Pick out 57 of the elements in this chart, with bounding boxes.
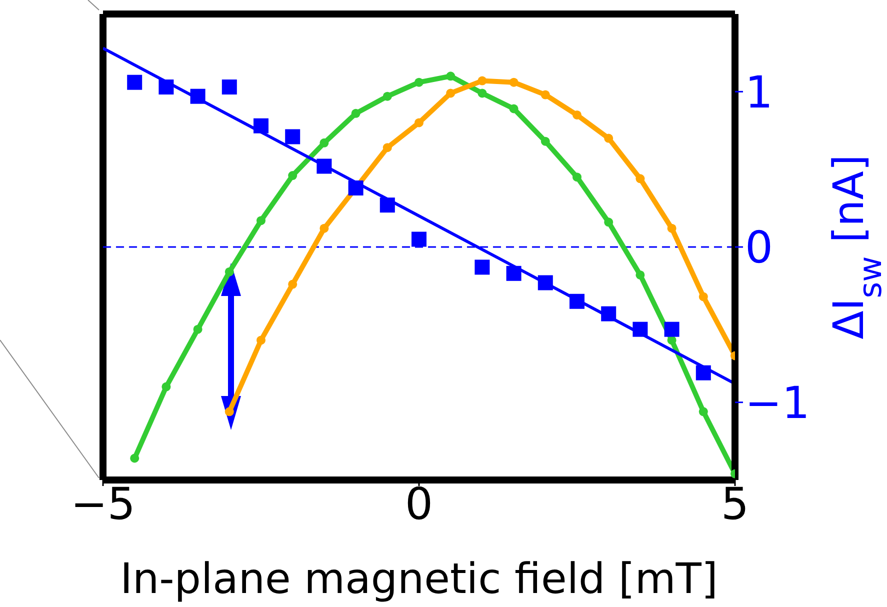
point: [572, 110, 582, 120]
x-tick-label: 0: [405, 479, 433, 530]
point: [570, 294, 584, 309]
point: [478, 76, 487, 86]
point: [696, 365, 711, 380]
point: [540, 136, 550, 146]
point: [348, 180, 364, 196]
point: [667, 224, 676, 233]
point: [509, 104, 518, 114]
point: [320, 138, 329, 148]
y2-tick-label: 0: [745, 222, 773, 274]
point: [414, 118, 424, 128]
point: [604, 134, 614, 143]
point: [222, 80, 237, 95]
point: [474, 260, 490, 275]
point: [285, 129, 300, 144]
point: [601, 306, 616, 322]
point: [193, 324, 202, 334]
point: [509, 78, 518, 87]
x-axis-title: In-plane magnetic field [mT]: [120, 554, 718, 603]
point: [162, 382, 171, 392]
point: [604, 218, 614, 227]
point: [224, 267, 234, 276]
point: [380, 198, 395, 213]
point: [256, 216, 266, 226]
point: [288, 280, 298, 289]
point: [320, 224, 329, 233]
point: [158, 80, 174, 95]
point: [412, 232, 426, 247]
point: [538, 275, 553, 290]
point: [540, 90, 550, 100]
point: [127, 74, 142, 90]
point: [572, 172, 582, 182]
x-tick-label: 5: [721, 479, 749, 530]
point: [636, 174, 645, 184]
point: [698, 407, 708, 416]
point: [316, 158, 332, 174]
point: [414, 78, 424, 87]
point: [446, 88, 456, 98]
point: [636, 270, 645, 280]
point: [698, 292, 708, 302]
point: [190, 88, 206, 104]
point: [632, 322, 648, 337]
point: [382, 92, 392, 101]
point: [351, 108, 360, 118]
point: [130, 454, 140, 463]
point: [256, 336, 266, 345]
point: [446, 72, 456, 81]
point: [254, 118, 268, 134]
point: [382, 143, 392, 152]
point: [478, 88, 487, 98]
x-tick-label: −5: [70, 479, 136, 530]
point: [506, 266, 522, 281]
y2-tick-label: 1: [745, 67, 773, 118]
point: [664, 322, 680, 337]
point: [288, 171, 298, 180]
y2-tick-label: −1: [745, 378, 810, 429]
